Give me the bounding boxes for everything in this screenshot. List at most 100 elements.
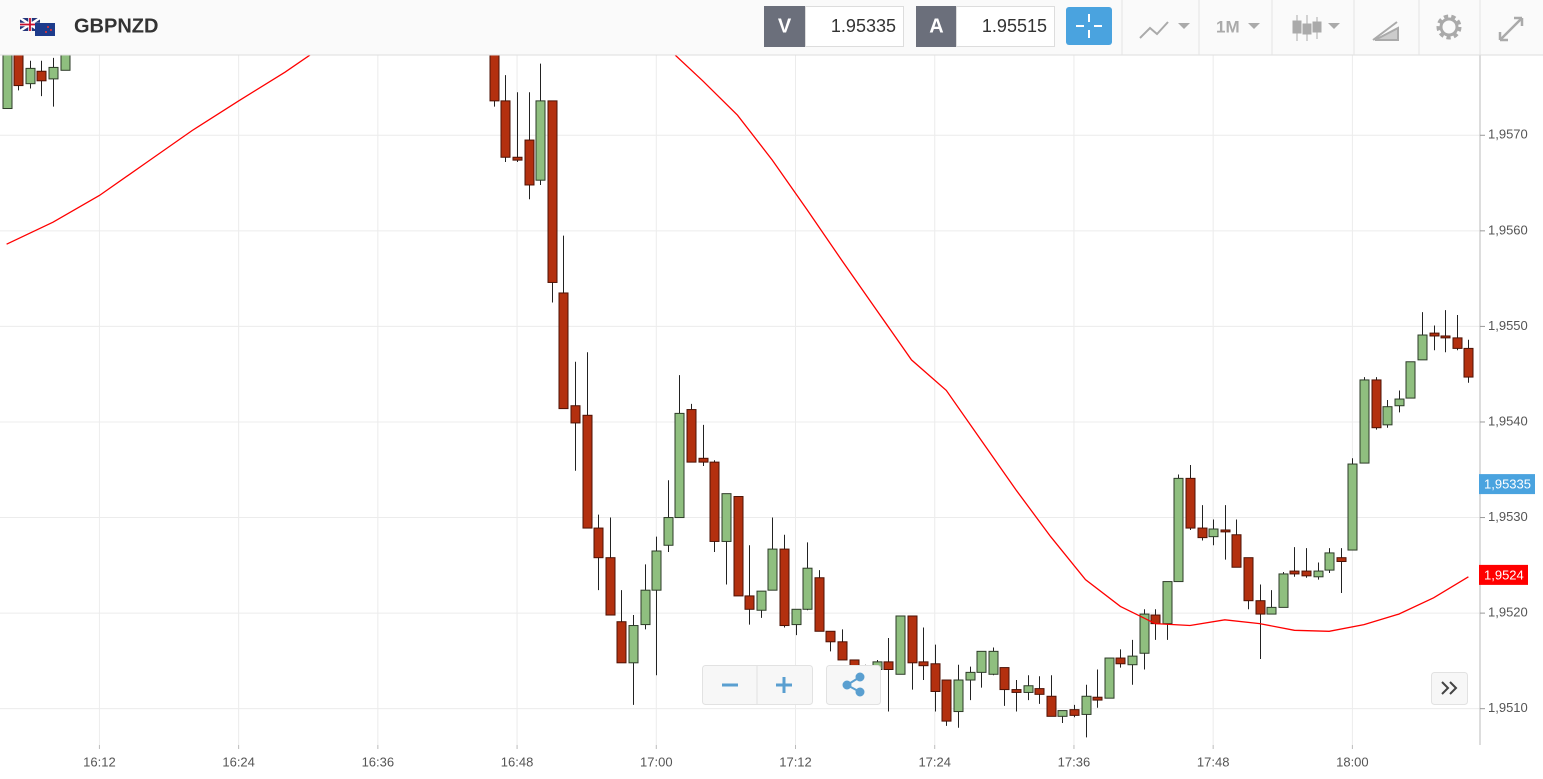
x-tick-label: 16:48 [501,754,534,769]
dropdown-arrow[interactable] [1328,23,1340,29]
share-button[interactable] [826,665,881,705]
candle-body [953,679,964,713]
zoom-in[interactable] [776,677,792,693]
candle-body [767,548,778,591]
candle-body [1463,347,1474,378]
price-label: 1,9524 [1484,567,1524,582]
sell-price[interactable]: 1.95335 [831,16,896,36]
x-tick-label: 16:12 [83,754,116,769]
candle-body [48,66,59,80]
candle-body [570,405,581,424]
x-tick-label: 18:00 [1336,754,1369,769]
candle-body [1208,528,1219,538]
candle-body [918,661,929,667]
candle-body [1313,570,1324,578]
price-label: 1,95335 [1484,477,1531,492]
candle-body [895,615,906,675]
crosshair-icon [1076,14,1102,38]
y-tick-label: 1,9540 [1488,413,1528,428]
candle-body [558,292,569,410]
timeframe[interactable]: 1M [1216,17,1240,36]
candle-body [1324,552,1335,571]
buy-price[interactable]: 1.95515 [982,16,1047,36]
candle-body [1046,695,1057,717]
sell-label[interactable]: V [778,15,792,37]
x-tick-label: 17:36 [1058,754,1091,769]
candle-body [756,590,767,611]
sell-box[interactable] [805,6,904,47]
x-tick-label: 17:12 [779,754,812,769]
candle-body [1336,557,1347,563]
candle-body [837,641,848,661]
candle-body [744,595,755,610]
candle-body [651,550,662,591]
candle-body [709,461,720,542]
scroll-end-icon[interactable] [1441,681,1458,695]
price-label-box [1479,474,1535,495]
candle-body [1382,406,1393,426]
candle-body [13,55,24,87]
candle-body [999,667,1010,691]
candle-body [733,496,744,597]
x-tick-label: 16:36 [362,754,395,769]
plot [2,55,1474,738]
candle-body [663,517,674,546]
dropdown-arrow[interactable] [1178,23,1190,29]
candle-body [1405,361,1416,399]
candle-body [1359,379,1370,464]
y-tick-label: 1,9530 [1488,509,1528,524]
candle-body [1011,689,1022,693]
separators [1121,0,1481,55]
candle-body [802,567,813,610]
buy-label[interactable]: A [929,15,943,37]
candle-body [1092,696,1103,701]
candle-body [640,589,651,626]
buy-button[interactable] [916,6,957,47]
candle-body [25,67,36,85]
candle-body [1266,606,1277,615]
settings-icon[interactable] [1436,14,1462,40]
moving-average [6,55,1469,632]
sell-button[interactable] [764,6,805,47]
share-icon[interactable] [842,672,865,697]
candle-body [1023,685,1034,693]
candle-body [1034,688,1045,695]
fullscreen-icon[interactable] [1498,16,1524,42]
candle-body [1243,557,1254,602]
buy-box[interactable] [956,6,1055,47]
candle-body [941,679,952,722]
candle-body [605,557,616,616]
flag [19,16,55,36]
y-tick-label: 1,9550 [1488,318,1528,333]
candle-body [1162,581,1173,625]
crosshair-button[interactable] [1066,7,1112,45]
candle-body [512,156,523,161]
candle-body [1429,332,1440,337]
x-tick-label: 17:24 [918,754,951,769]
candle-body [1231,534,1242,568]
candle-body [1394,398,1405,407]
y-tick-label: 1,9520 [1488,605,1528,620]
candle-body [1139,613,1150,654]
dropdown-arrow[interactable] [1248,23,1260,29]
candle-body [628,625,639,664]
drawing-icon[interactable] [1372,21,1399,41]
candles-icon[interactable] [1292,15,1322,41]
candle-body [988,650,999,675]
axes: 1,9510 1,9520 1,9530 1,9540 1,9550 1,9560 1,95… [83,127,1535,769]
candle-body [1440,335,1451,339]
x-tick-label: 16:24 [222,754,255,769]
candle-body [1115,657,1126,665]
x-tick-label: 17:00 [640,754,673,769]
candle-body [1127,655,1138,666]
candle-body [547,100,558,283]
scroll-end-button[interactable] [1431,672,1468,705]
candle-body [500,100,511,158]
chart-type-icon[interactable] [1139,21,1169,39]
candle-body [593,527,604,559]
candle-body [686,409,697,463]
candle-body [1220,529,1231,533]
candle-body [535,100,546,181]
candle-body [721,493,732,542]
